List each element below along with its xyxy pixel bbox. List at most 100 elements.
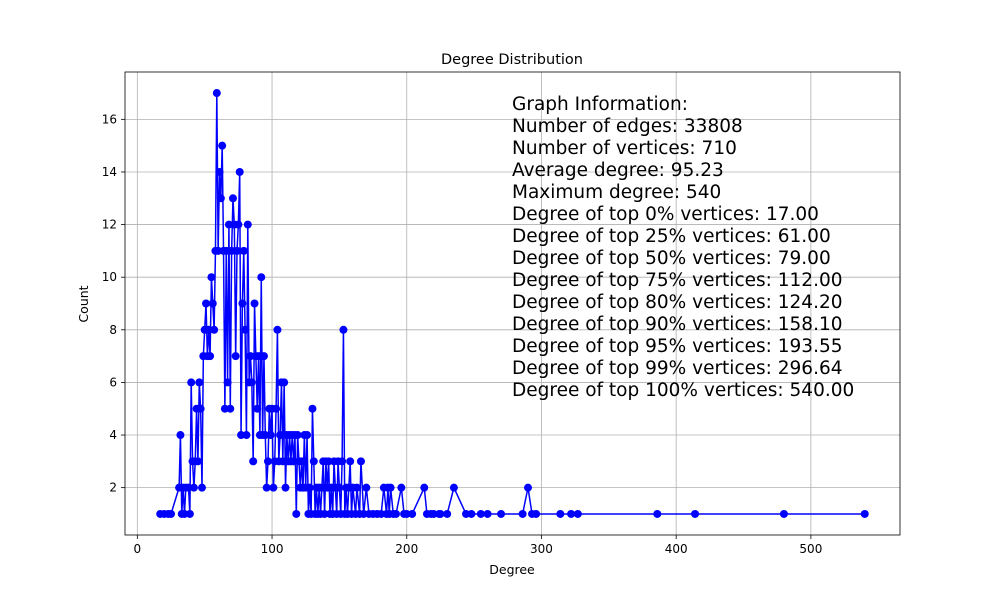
data-point xyxy=(352,483,361,492)
data-point xyxy=(408,509,417,518)
data-point xyxy=(556,509,565,518)
data-point xyxy=(276,431,285,440)
data-point xyxy=(356,457,365,466)
annotation-line: Maximum degree: 540 xyxy=(512,182,721,203)
data-point xyxy=(305,483,314,492)
annotation: Graph Information:Number of edges: 33808… xyxy=(512,94,854,401)
data-point xyxy=(210,325,219,334)
annotation-line: Degree of top 0% vertices: 17.00 xyxy=(512,204,819,225)
y-tick-label: 14 xyxy=(102,165,117,179)
data-point xyxy=(185,509,194,518)
data-point xyxy=(250,299,259,308)
data-point xyxy=(216,194,225,203)
data-point xyxy=(238,299,247,308)
x-tick-label: 500 xyxy=(799,542,822,556)
data-point xyxy=(193,457,202,466)
y-tick-label: 2 xyxy=(109,481,117,495)
data-point xyxy=(262,483,271,492)
data-point xyxy=(259,352,268,361)
data-point xyxy=(167,509,176,518)
data-point xyxy=(297,457,306,466)
data-point xyxy=(206,352,215,361)
data-point xyxy=(779,509,788,518)
data-point xyxy=(243,220,252,229)
y-tick-label: 6 xyxy=(109,375,117,389)
data-point xyxy=(263,457,272,466)
data-point xyxy=(691,509,700,518)
data-point xyxy=(196,404,205,413)
data-point xyxy=(223,378,232,387)
data-point xyxy=(234,220,243,229)
data-point xyxy=(573,509,582,518)
data-point xyxy=(242,431,251,440)
data-point xyxy=(272,404,281,413)
y-tick-label: 16 xyxy=(102,112,117,126)
data-point xyxy=(518,509,527,518)
data-point xyxy=(197,483,206,492)
grid xyxy=(125,72,900,535)
data-point xyxy=(292,509,301,518)
data-point xyxy=(653,509,662,518)
data-point xyxy=(476,509,485,518)
data-point xyxy=(346,457,355,466)
data-point xyxy=(249,457,258,466)
data-point xyxy=(449,483,458,492)
data-point xyxy=(202,299,211,308)
data-point xyxy=(280,378,289,387)
data-line xyxy=(160,93,865,515)
x-tick-label: 400 xyxy=(665,542,688,556)
data-point xyxy=(208,299,217,308)
data-point xyxy=(218,141,227,150)
annotation-line: Degree of top 80% vertices: 124.20 xyxy=(512,292,843,313)
annotation-line: Number of edges: 33808 xyxy=(512,116,743,137)
annotation-line: Degree of top 25% vertices: 61.00 xyxy=(512,226,831,247)
data-point xyxy=(339,325,348,334)
chart-title: Degree Distribution xyxy=(441,52,583,68)
data-point xyxy=(257,273,266,282)
data-point xyxy=(860,509,869,518)
data-point xyxy=(338,457,347,466)
annotation-line: Number of vertices: 710 xyxy=(512,138,737,159)
data-point xyxy=(293,431,302,440)
data-point xyxy=(308,404,317,413)
data-point xyxy=(215,167,224,176)
data-point xyxy=(309,457,318,466)
plot-area xyxy=(156,89,869,518)
data-point xyxy=(497,509,506,518)
data-point xyxy=(231,352,240,361)
data-point xyxy=(266,431,275,440)
data-point xyxy=(420,483,429,492)
data-point xyxy=(335,483,344,492)
data-point xyxy=(247,378,256,387)
annotation-line: Degree of top 95% vertices: 193.55 xyxy=(512,336,843,357)
data-point xyxy=(467,509,476,518)
data-point xyxy=(228,194,237,203)
annotation-line: Degree of top 90% vertices: 158.10 xyxy=(512,314,843,335)
data-point xyxy=(233,246,242,255)
x-tick-label: 100 xyxy=(261,542,284,556)
annotation-line: Degree of top 99% vertices: 296.64 xyxy=(512,358,843,379)
data-point xyxy=(176,431,185,440)
data-point xyxy=(443,509,452,518)
ticks: 0 100 200 300 400 500 2 4 6 8 10 12 14 16 xyxy=(102,112,823,556)
data-point xyxy=(436,509,445,518)
annotation-line: Degree of top 50% vertices: 79.00 xyxy=(512,248,831,269)
annotation-line: Graph Information: xyxy=(512,94,688,115)
y-tick-label: 10 xyxy=(102,270,117,284)
x-tick-label: 0 xyxy=(134,542,142,556)
data-point xyxy=(195,378,204,387)
data-point xyxy=(269,483,278,492)
data-point xyxy=(391,509,400,518)
y-tick-label: 4 xyxy=(109,428,117,442)
data-point xyxy=(386,483,395,492)
annotation-line: Degree of top 100% vertices: 540.00 xyxy=(512,380,854,401)
data-point xyxy=(483,509,492,518)
y-axis-label: Count xyxy=(76,285,91,322)
y-tick-label: 8 xyxy=(109,323,117,337)
data-point xyxy=(253,404,262,413)
annotation-line: Degree of top 75% vertices: 112.00 xyxy=(512,270,843,291)
data-point xyxy=(212,89,221,98)
